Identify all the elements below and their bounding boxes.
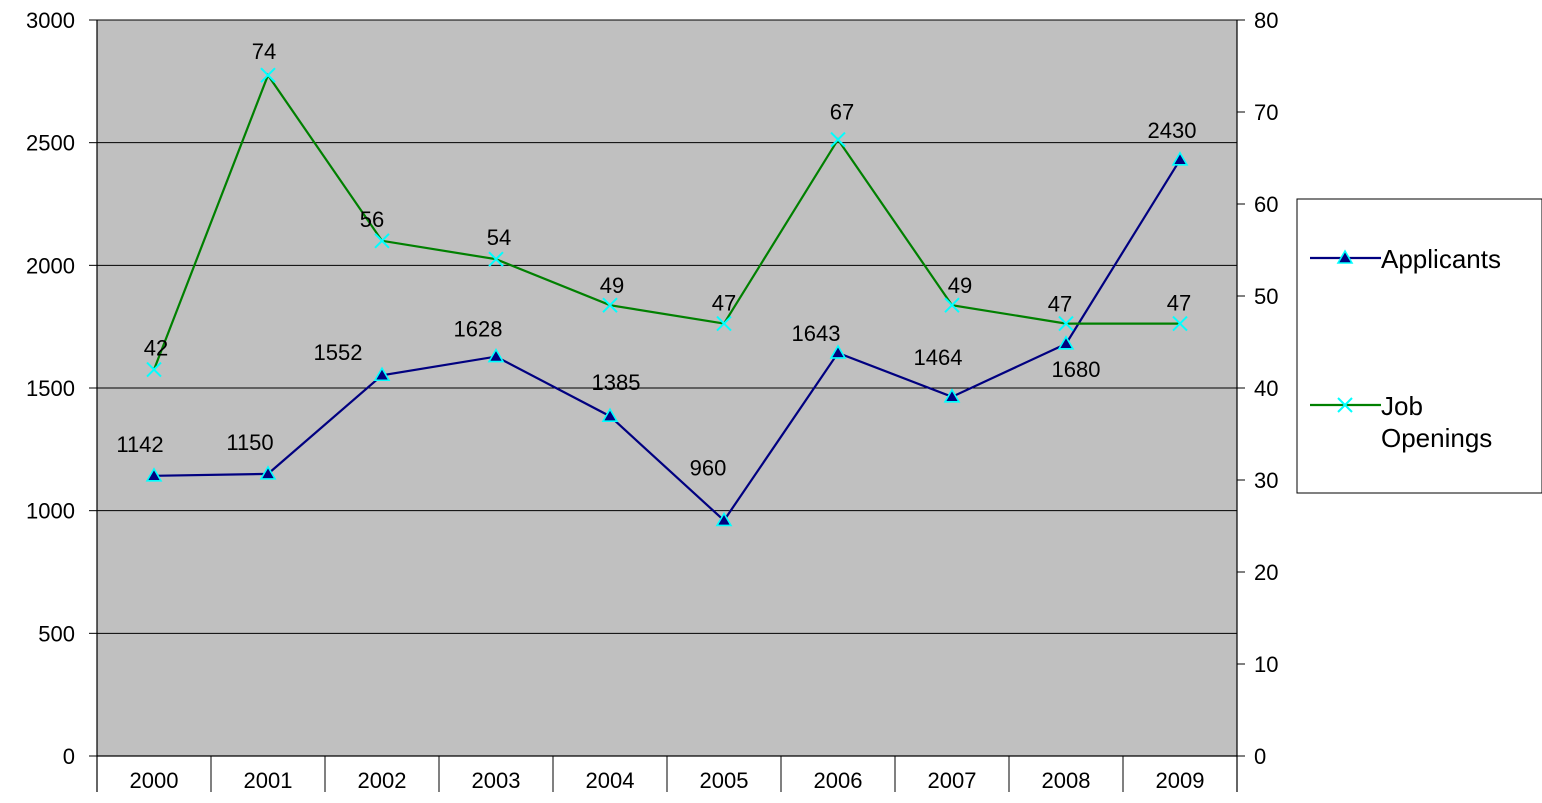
x-marker — [716, 315, 732, 332]
x-marker-stroke — [716, 315, 732, 332]
x-marker-stroke — [1172, 315, 1188, 332]
x-marker — [1058, 315, 1074, 332]
data-label: 67 — [830, 100, 854, 125]
x-marker-stroke — [146, 361, 162, 378]
triangle-marker — [829, 344, 847, 359]
data-label: 42 — [144, 336, 168, 361]
data-label: 1150 — [226, 430, 273, 455]
data-label: 54 — [487, 225, 511, 250]
y-left-tick-label: 1500 — [26, 376, 75, 401]
y-left-tick-label: 1000 — [26, 499, 75, 524]
x-marker-stroke — [602, 297, 618, 313]
legend-label: Job — [1381, 391, 1423, 421]
x-marker-stroke — [488, 251, 504, 267]
x-marker — [374, 233, 390, 249]
data-label: 1464 — [914, 345, 963, 370]
x-tick-label: 2000 — [130, 768, 179, 793]
triangle-marker — [715, 511, 733, 527]
data-label: 1643 — [792, 321, 841, 346]
triangle-marker — [601, 407, 619, 423]
triangle-marker — [1057, 335, 1075, 350]
gridlines — [97, 142, 1237, 634]
x-marker — [830, 131, 846, 148]
y-left-tick-label: 2500 — [26, 131, 75, 156]
y-right-tick-label: 40 — [1254, 376, 1278, 401]
x-tick-label: 2007 — [928, 768, 977, 793]
x-marker — [944, 297, 960, 313]
x-tick-label: 2005 — [700, 768, 749, 793]
x-tick-label: 2009 — [1156, 768, 1205, 793]
y-right-tick-label: 50 — [1254, 284, 1278, 309]
legend-marker — [1336, 249, 1354, 264]
data-label: 49 — [600, 273, 624, 298]
y-left-tick-label: 2000 — [26, 253, 75, 278]
data-label: 47 — [1048, 292, 1072, 317]
y-right-tick-label: 30 — [1254, 468, 1278, 493]
y-left-tick-label: 3000 — [26, 8, 75, 33]
series-line-job-openings — [152, 72, 1180, 370]
legend-label: Openings — [1381, 423, 1492, 453]
x-tick-label: 2002 — [358, 768, 407, 793]
data-labels: 1142 1150 1552 1628 1385 960 1643 1464 1680 2430 4… — [116, 39, 1196, 480]
triangle-marker — [943, 388, 961, 403]
x-marker-stroke — [260, 67, 276, 83]
x-tick-label: 2006 — [814, 768, 863, 793]
data-label: 960 — [690, 455, 727, 480]
data-label: 47 — [1167, 291, 1191, 316]
x-marker-stroke — [374, 233, 390, 249]
data-label: 2430 — [1148, 118, 1197, 143]
x-marker — [146, 361, 162, 378]
y-right-tick-label: 20 — [1254, 560, 1278, 585]
y-left-tick-label: 500 — [38, 621, 75, 646]
data-label: 1680 — [1052, 357, 1101, 382]
x-marker-stroke — [1058, 315, 1074, 332]
data-label: 1628 — [454, 317, 503, 342]
y-right-tick-label: 80 — [1254, 8, 1278, 33]
legend-box — [1296, 198, 1542, 494]
x-tick-label: 2003 — [472, 768, 521, 793]
x-marker — [260, 67, 276, 83]
series — [145, 67, 1189, 527]
y-right-tick-label: 60 — [1254, 192, 1278, 217]
data-label: 1142 — [116, 432, 163, 457]
triangle-marker — [373, 366, 391, 382]
x-marker — [602, 297, 618, 313]
x-marker — [1172, 315, 1188, 332]
triangle-marker — [487, 348, 505, 363]
legend-marker — [1337, 397, 1353, 413]
triangle-marker — [145, 467, 163, 482]
x-marker-stroke — [830, 131, 846, 148]
data-label: 56 — [360, 207, 384, 232]
data-label: 1385 — [592, 370, 641, 395]
data-label: 47 — [712, 291, 736, 316]
y-right-tick-label: 70 — [1254, 100, 1278, 125]
data-label: 1552 — [314, 340, 363, 365]
y-right-tick-label: 0 — [1254, 744, 1266, 769]
y-left-tick-label: 0 — [63, 744, 75, 769]
data-label: 49 — [948, 273, 972, 298]
axes: 0 500 1000 1500 2000 2500 3000 0 10 20 30 40 50 60 70 8… — [26, 8, 1278, 793]
triangle-marker — [1171, 151, 1189, 166]
series-line-applicants — [153, 159, 1181, 523]
x-marker-stroke — [944, 297, 960, 313]
legend-label: Applicants — [1381, 244, 1501, 274]
data-label: 74 — [252, 39, 276, 64]
x-tick-label: 2004 — [586, 768, 635, 793]
triangle-marker — [259, 465, 277, 480]
x-tick-label: 2001 — [244, 768, 293, 793]
x-marker — [488, 251, 504, 267]
y-right-tick-label: 10 — [1254, 652, 1278, 677]
x-tick-label: 2008 — [1042, 768, 1091, 793]
